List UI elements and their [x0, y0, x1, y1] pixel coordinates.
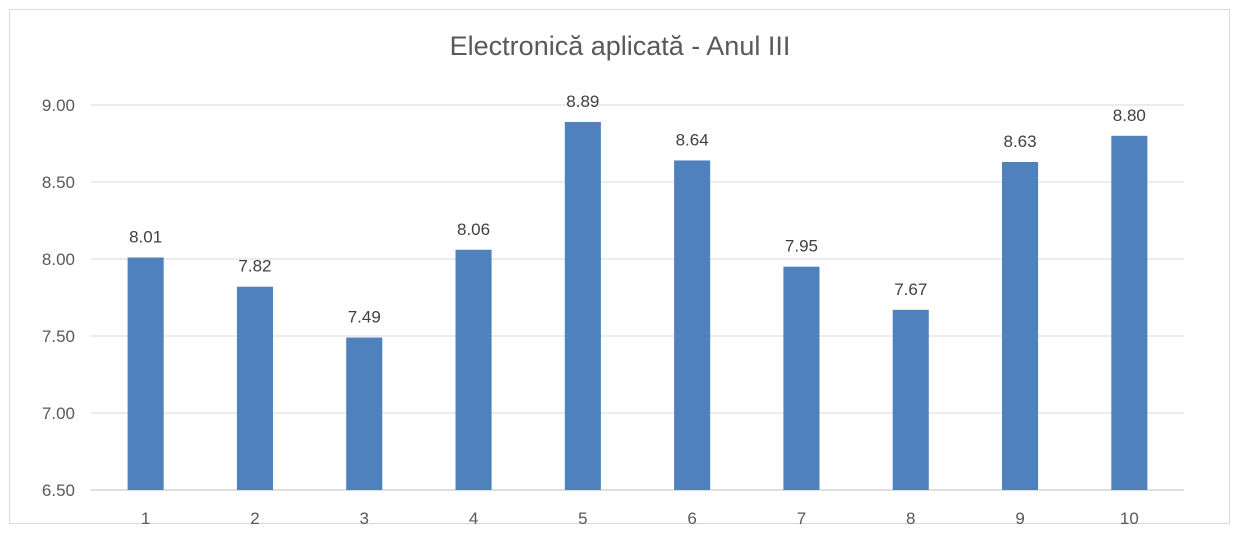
x-tick-label: 2	[250, 509, 259, 528]
bars	[127, 121, 1148, 491]
y-tick-label: 9.00	[42, 96, 75, 115]
x-tick-label: 10	[1120, 509, 1139, 528]
x-tick-label: 5	[578, 509, 587, 528]
data-label: 7.67	[894, 280, 927, 299]
data-label: 7.95	[785, 237, 818, 256]
y-tick-label: 8.00	[42, 250, 75, 269]
x-tick-label: 4	[469, 509, 478, 528]
bar	[674, 160, 711, 490]
bar	[783, 266, 820, 490]
data-label: 7.49	[348, 308, 381, 327]
gridlines	[91, 104, 1184, 491]
bar	[236, 286, 273, 490]
bar	[455, 249, 492, 490]
chart-title: Electronică aplicată - Anul III	[450, 31, 791, 61]
data-label: 8.63	[1004, 132, 1037, 151]
y-tick-label: 8.50	[42, 173, 75, 192]
data-label: 8.06	[457, 220, 490, 239]
bar	[346, 337, 383, 490]
data-label: 8.64	[676, 130, 709, 149]
data-label: 7.82	[238, 257, 271, 276]
y-axis-ticks: 6.50 7.00 7.50 8.00 8.50 9.00	[42, 96, 75, 500]
x-tick-label: 8	[906, 509, 915, 528]
data-labels: 8.01 7.82 7.49 8.06 8.89 8.64 7.95 7.67 8.63 8.80	[129, 92, 1146, 327]
x-tick-label: 9	[1015, 509, 1024, 528]
x-tick-label: 3	[360, 509, 369, 528]
y-tick-label: 7.50	[42, 327, 75, 346]
data-label: 8.89	[566, 92, 599, 111]
data-label: 8.80	[1113, 106, 1146, 125]
y-tick-label: 6.50	[42, 481, 75, 500]
bar	[127, 257, 164, 490]
x-tick-label: 7	[797, 509, 806, 528]
y-tick-label: 7.00	[42, 404, 75, 423]
x-tick-label: 1	[141, 509, 150, 528]
bar	[1002, 161, 1039, 491]
data-label: 8.01	[129, 227, 162, 246]
bar	[1111, 135, 1148, 491]
bar	[564, 121, 601, 490]
bar	[892, 309, 929, 490]
x-axis-ticks: 1 2 3 4 5 6 7 8 9 10	[141, 509, 1139, 528]
x-tick-label: 6	[687, 509, 696, 528]
